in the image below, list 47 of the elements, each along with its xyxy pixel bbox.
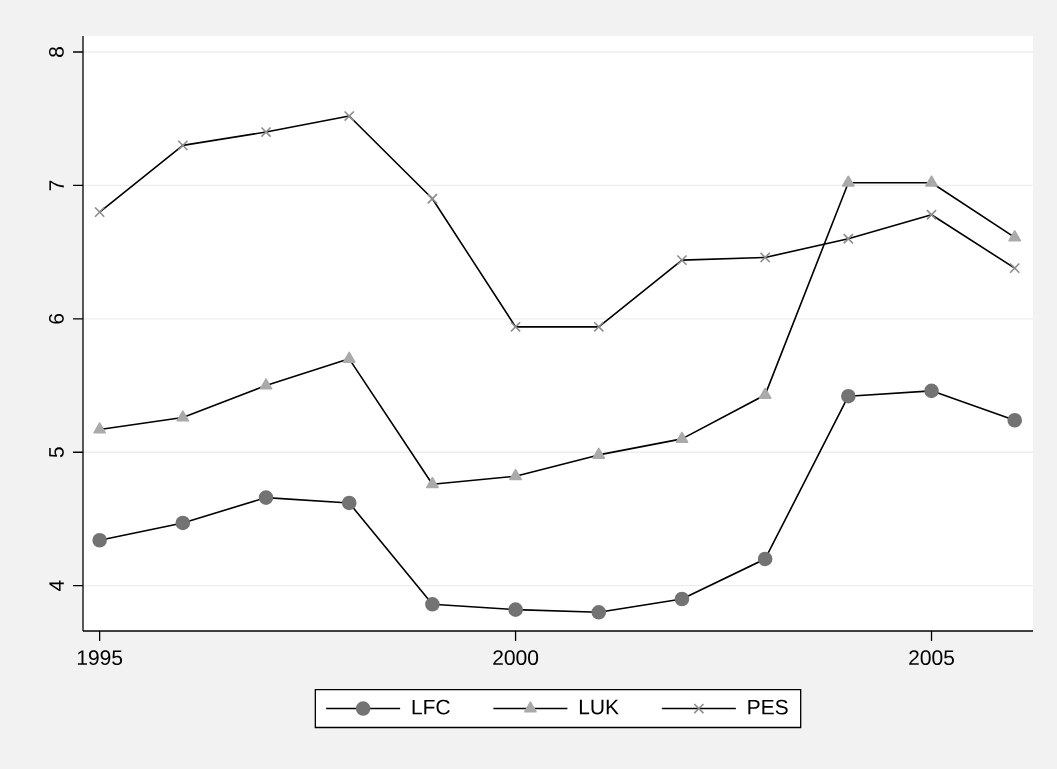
legend-label: PES [748,699,788,715]
point [758,387,772,399]
point [674,591,690,607]
point [841,388,856,404]
point [510,321,521,333]
legend-label: LUK [579,699,619,715]
point [841,175,855,187]
point [757,551,773,567]
point [259,378,273,390]
point [341,495,357,511]
point [676,254,688,266]
x-tick-label: 2005 [909,650,954,666]
y-tick-label: 8 [48,47,64,57]
point [508,602,523,617]
point [1008,230,1022,242]
point [509,468,523,481]
point [426,193,438,205]
x-tick-label: 2000 [493,650,539,666]
x-tick-label: 1995 [77,650,123,666]
y-tick-label: 6 [48,313,64,324]
point [1007,412,1023,428]
point [92,532,107,548]
point [175,515,191,531]
point [425,476,439,489]
y-tick-label: 5 [49,447,64,458]
y-tick-label: 4 [49,580,64,591]
point [342,351,356,363]
point [258,490,274,505]
point [924,383,939,399]
point [94,206,106,218]
point [260,126,272,138]
legend-label: LFC [412,699,450,715]
point [1009,262,1021,274]
point [177,140,189,151]
y-tick-label: 7 [49,180,64,191]
point [925,175,938,187]
point [592,447,606,459]
point [675,431,689,443]
point [759,252,771,263]
point [425,597,440,612]
point [593,321,605,333]
point [842,233,854,245]
point [926,209,937,221]
point [591,605,607,620]
point [343,110,355,122]
point [93,422,107,434]
point [176,410,190,422]
